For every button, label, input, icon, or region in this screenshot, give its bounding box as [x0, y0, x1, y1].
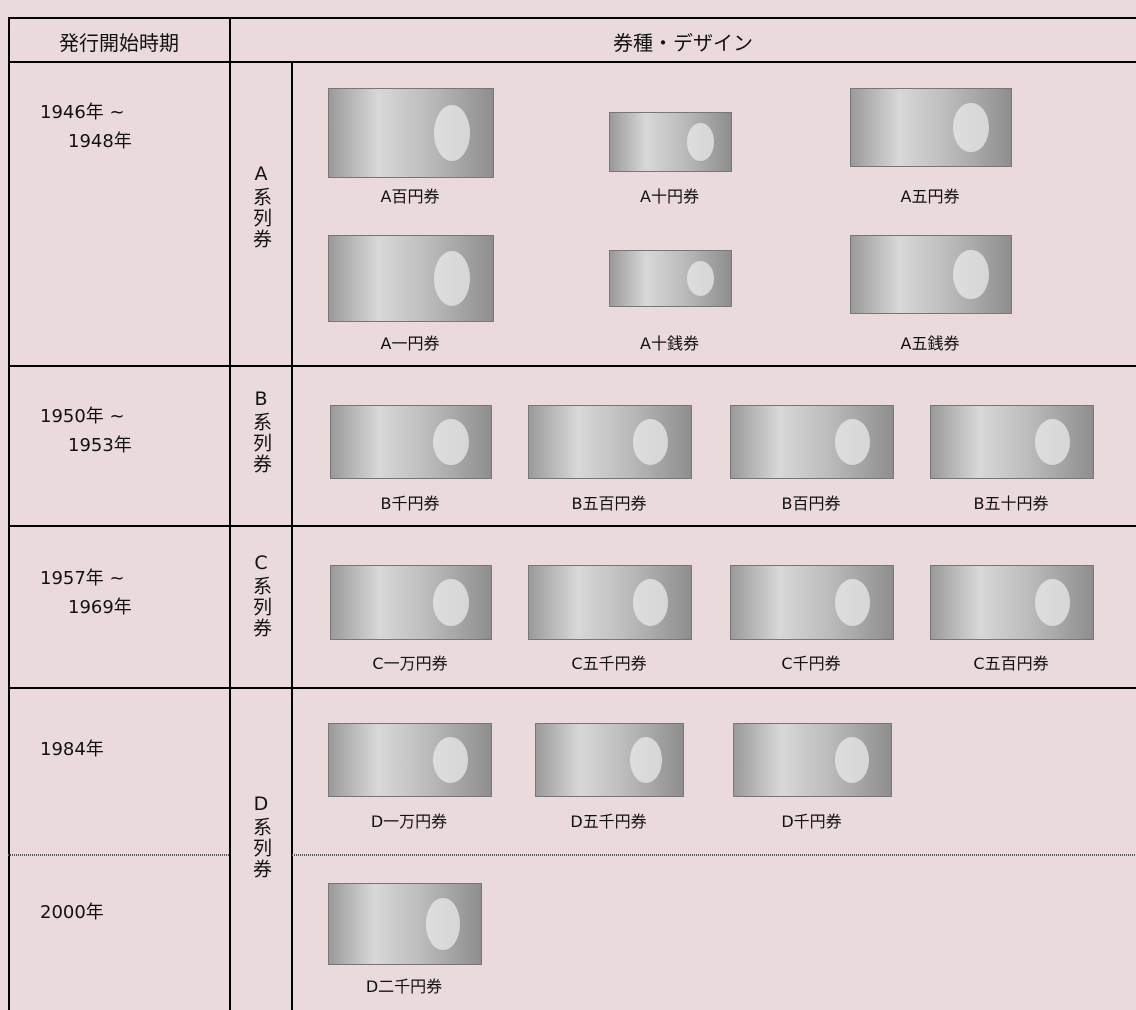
banknote-label: A十円券 [640, 187, 699, 206]
period-text: 1969年 [68, 597, 132, 618]
banknote-image [330, 405, 492, 479]
banknote-label: A五銭券 [900, 334, 960, 353]
banknote-image [328, 723, 492, 797]
banknote-label: B千円券 [380, 494, 440, 513]
header-design: 券種・デザイン [613, 31, 753, 55]
banknote-image [733, 723, 892, 797]
period-text: 1957年 ~ [40, 568, 125, 589]
period-text: 1948年 [68, 131, 132, 152]
banknote-label: A百円券 [380, 187, 440, 206]
banknote-label: D五千円券 [570, 812, 647, 831]
series-label: C系列券 [250, 552, 272, 639]
period-text: 1984年 [40, 739, 104, 760]
banknote-label: A五円券 [900, 187, 960, 206]
period-text: 1953年 [68, 435, 132, 456]
banknote-label: B五百円券 [571, 494, 647, 513]
banknote-image [730, 565, 894, 640]
banknote-image [328, 235, 494, 322]
banknote-image [609, 112, 732, 172]
banknote-image [609, 250, 732, 307]
series-label: B系列券 [250, 388, 272, 475]
banknote-label: C千円券 [781, 654, 841, 673]
banknote-label: D千円券 [781, 812, 842, 831]
banknote-image [930, 405, 1094, 479]
banknote-label: C一万円券 [372, 654, 448, 673]
banknote-image [850, 235, 1012, 314]
banknote-image [528, 405, 692, 479]
banknote-image [850, 88, 1012, 167]
period-text: 1950年 ~ [40, 406, 125, 427]
banknote-label: D二千円券 [365, 977, 443, 996]
banknote-label: C五千円券 [571, 654, 647, 673]
banknote-label: A一円券 [380, 334, 440, 353]
banknote-label: A十銭券 [640, 334, 699, 353]
banknote-image [328, 88, 494, 178]
banknote-image [330, 565, 492, 640]
header-period: 発行開始時期 [59, 31, 179, 55]
series-label: D系列券 [250, 793, 272, 880]
banknote-image [730, 405, 894, 479]
banknote-label: D一万円券 [370, 812, 448, 831]
banknote-label: C五百円券 [973, 654, 1049, 673]
banknote-image [535, 723, 684, 797]
banknote-label: B五十円券 [973, 494, 1049, 513]
banknote-image [528, 565, 692, 640]
banknote-image [328, 883, 482, 965]
period-text: 2000年 [40, 902, 104, 923]
banknote-label: B百円券 [781, 494, 841, 513]
banknote-image [930, 565, 1094, 640]
series-label: A系列券 [250, 163, 272, 250]
period-text: 1946年 ~ [40, 102, 125, 123]
